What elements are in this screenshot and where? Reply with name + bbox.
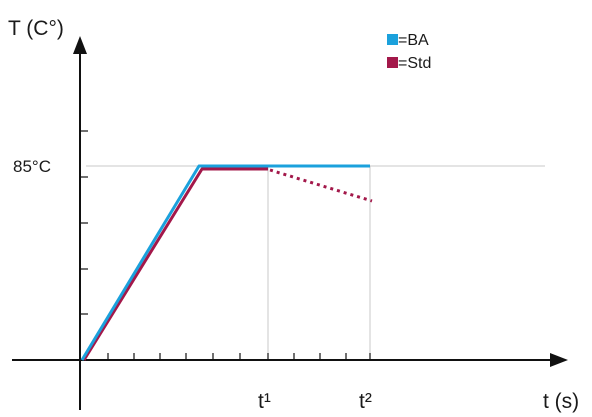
x-axis <box>12 353 568 367</box>
x-axis-ticks <box>107 353 371 360</box>
y-axis-label: T (C°) <box>8 17 64 40</box>
y-axis-ticks <box>80 130 88 315</box>
ba-curve <box>80 164 370 361</box>
legend-label-ba: =BA <box>398 32 429 49</box>
std-cooling-dotted-line <box>269 168 373 203</box>
legend: =BA =Std <box>387 32 431 72</box>
y-axis <box>73 36 87 410</box>
legend-swatch-ba <box>387 34 398 45</box>
legend-swatch-std <box>387 57 398 68</box>
std-curve <box>82 167 268 361</box>
x-axis-label: t (s) <box>543 390 579 413</box>
reference-temp-label: 85°C <box>13 157 51 176</box>
t1-label: t¹ <box>258 390 271 413</box>
legend-label-std: =Std <box>398 55 431 72</box>
t2-label: t² <box>359 390 372 413</box>
